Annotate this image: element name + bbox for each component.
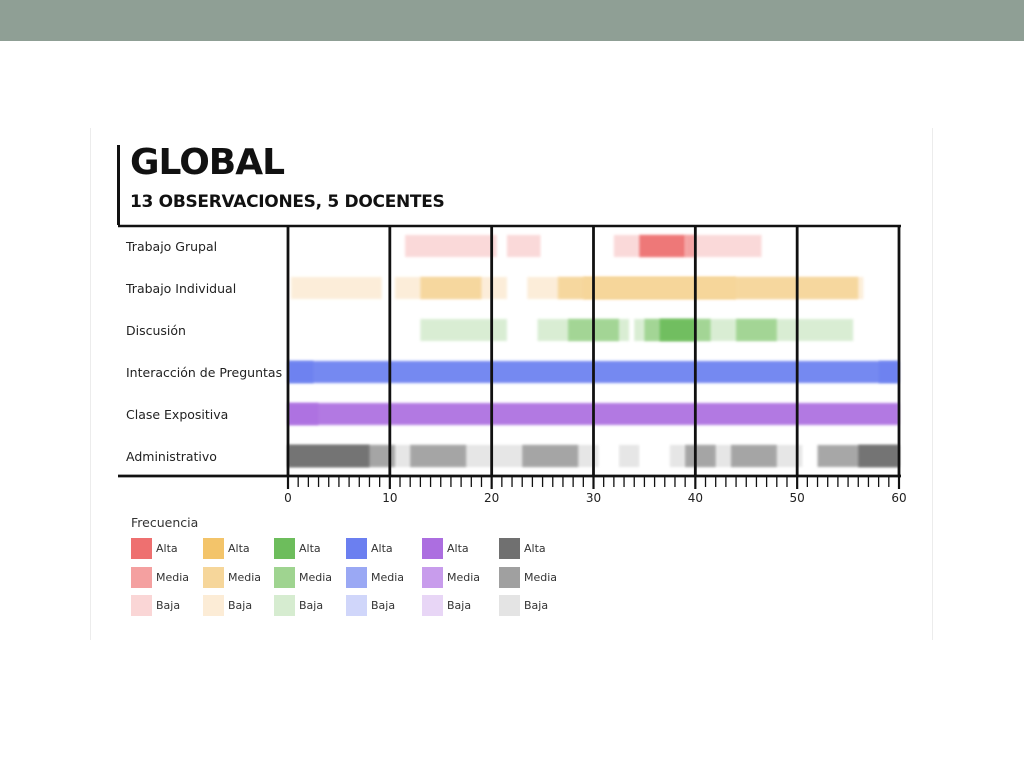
legend-label-c3-r0: Alta xyxy=(371,542,393,555)
bar-segment-row5-4 xyxy=(410,445,467,467)
legend-label-c3-r2: Baja xyxy=(371,599,396,612)
legend-label-c0-r1: Media xyxy=(156,571,190,584)
legend-swatch-c0-r0 xyxy=(131,538,152,559)
legend-swatch-c2-r0 xyxy=(274,538,295,559)
bar-segment-row5-10 xyxy=(858,445,899,467)
row-label-trabajo-individual: Trabajo Individual xyxy=(126,281,237,296)
legend-label-c4-r0: Alta xyxy=(447,542,469,555)
x-tick-label-20: 20 xyxy=(484,491,499,505)
bar-segment-row5-1 xyxy=(618,445,640,467)
bar-segment-row5-7 xyxy=(730,445,777,467)
bar-segment-row2-5 xyxy=(736,319,777,341)
bar-segment-row1-0 xyxy=(291,277,382,299)
legend-label-c3-r1: Media xyxy=(371,571,405,584)
legend-swatch-c0-r2 xyxy=(131,595,152,616)
x-tick-label-40: 40 xyxy=(688,491,703,505)
bar-segment-row0-1 xyxy=(506,235,541,257)
chart-title: GLOBAL xyxy=(130,142,285,183)
bar-segment-row2-6 xyxy=(659,319,696,341)
legend-swatch-c1-r0 xyxy=(203,538,224,559)
legend-label-c1-r0: Alta xyxy=(228,542,250,555)
legend-swatch-c4-r1 xyxy=(422,567,443,588)
legend-swatch-c4-r0 xyxy=(422,538,443,559)
legend-label-c5-r2: Baja xyxy=(524,599,549,612)
x-tick-label-50: 50 xyxy=(790,491,805,505)
x-tick-label-0: 0 xyxy=(284,491,292,505)
legend-swatch-c0-r1 xyxy=(131,567,152,588)
bar-segment-row5-9 xyxy=(288,445,370,467)
legend-swatch-c2-r1 xyxy=(274,567,295,588)
legend-swatch-c5-r1 xyxy=(499,567,520,588)
row-label-interaccion-preguntas: Interacción de Preguntas xyxy=(126,365,283,380)
legend-swatch-c5-r2 xyxy=(499,595,520,616)
legend-label-c0-r0: Alta xyxy=(156,542,178,555)
bar-segment-row0-3 xyxy=(685,235,696,257)
bar-segment-row0-0 xyxy=(405,235,497,257)
row-label-trabajo-grupal: Trabajo Grupal xyxy=(126,239,218,254)
row-label-discusion: Discusión xyxy=(126,323,186,338)
bar-segment-row1-3 xyxy=(420,277,482,299)
bar-segment-row0-4 xyxy=(639,235,686,257)
legend-label-c0-r2: Baja xyxy=(156,599,181,612)
bar-segment-row5-5 xyxy=(522,445,579,467)
legend-swatch-c4-r2 xyxy=(422,595,443,616)
legend-swatch-c3-r1 xyxy=(346,567,367,588)
legend-title: Frecuencia xyxy=(131,515,199,530)
legend-swatch-c5-r0 xyxy=(499,538,520,559)
x-tick-label-60: 60 xyxy=(891,491,906,505)
top-bar xyxy=(0,0,1024,41)
bar-segment-row1-5 xyxy=(583,277,737,299)
bar-segment-row2-0 xyxy=(420,319,507,341)
legend-swatch-c3-r0 xyxy=(346,538,367,559)
chart-subtitle: 13 OBSERVACIONES, 5 DOCENTES xyxy=(130,192,445,212)
legend-label-c2-r1: Media xyxy=(299,571,333,584)
x-tick-label-10: 10 xyxy=(382,491,397,505)
legend-swatch-c1-r1 xyxy=(203,567,224,588)
x-tick-label-30: 30 xyxy=(586,491,601,505)
row-label-administrativo: Administrativo xyxy=(126,449,217,464)
bar-segment-row5-6 xyxy=(685,445,716,467)
title-accent-bar xyxy=(117,145,120,225)
legend-label-c1-r1: Media xyxy=(228,571,262,584)
legend-swatch-c3-r2 xyxy=(346,595,367,616)
legend-label-c2-r0: Alta xyxy=(299,542,321,555)
legend-label-c2-r2: Baja xyxy=(299,599,324,612)
row-label-clase-expositiva: Clase Expositiva xyxy=(126,407,229,422)
legend-swatch-c2-r2 xyxy=(274,595,295,616)
legend-label-c5-r0: Alta xyxy=(524,542,546,555)
legend-swatch-c1-r2 xyxy=(203,595,224,616)
legend-label-c5-r1: Media xyxy=(524,571,558,584)
legend-label-c1-r2: Baja xyxy=(228,599,253,612)
legend-label-c4-r1: Media xyxy=(447,571,481,584)
legend-label-c4-r2: Baja xyxy=(447,599,472,612)
